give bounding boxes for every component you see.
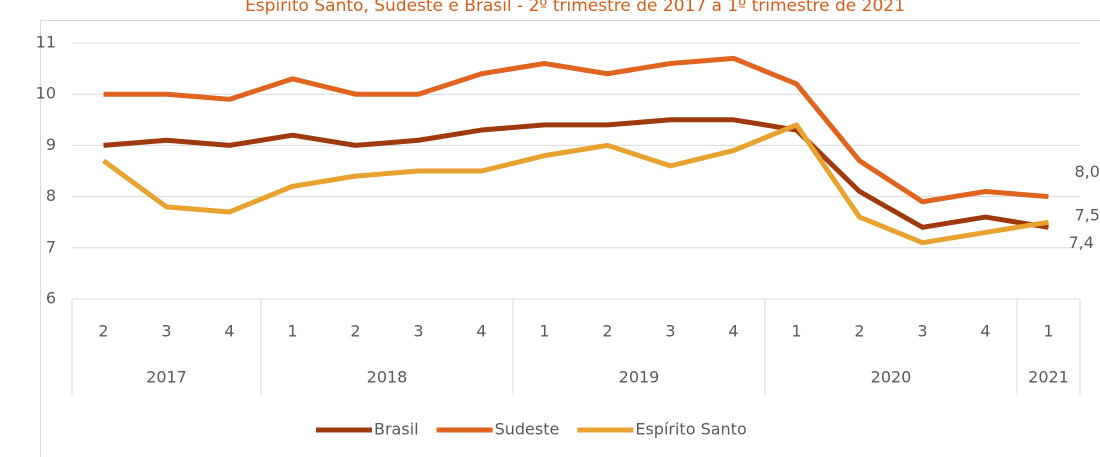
x-tick-label: 3: [413, 322, 423, 341]
y-tick-label: 6: [46, 289, 56, 308]
x-tick-label: 3: [917, 322, 927, 341]
x-tick-label: 2: [98, 322, 108, 341]
year-label: 2019: [619, 368, 660, 387]
legend-label: Sudeste: [495, 420, 560, 439]
year-label: 2018: [367, 368, 408, 387]
year-label: 2017: [146, 368, 187, 387]
x-tick-label: 2: [350, 322, 360, 341]
chart-border: [40, 20, 1100, 457]
x-tick-label: 4: [476, 322, 486, 341]
x-tick-label: 1: [539, 322, 549, 341]
data-label: 8,0: [1075, 162, 1100, 181]
x-tick-label: 3: [161, 322, 171, 341]
x-tick-label: 4: [980, 322, 990, 341]
data-label: 7,5: [1075, 206, 1100, 225]
y-tick-label: 11: [36, 33, 56, 52]
x-tick-label: 1: [1043, 322, 1053, 341]
x-tick-label: 4: [728, 322, 738, 341]
x-tick-label: 2: [854, 322, 864, 341]
y-tick-label: 8: [46, 186, 56, 205]
year-label: 2020: [871, 368, 912, 387]
x-tick-label: 1: [791, 322, 801, 341]
series-line: [103, 117, 1049, 230]
series-line: [102, 122, 1049, 246]
x-tick-label: 1: [287, 322, 297, 341]
data-label: 7,4: [1069, 233, 1094, 252]
x-tick-label: 3: [665, 322, 675, 341]
x-tick-label: 4: [224, 322, 234, 341]
y-tick-label: 10: [36, 84, 56, 103]
y-tick-label: 9: [46, 135, 56, 154]
series-line: [103, 55, 1049, 205]
chart-title: Espírito Santo, Sudeste e Brasil - 2º tr…: [245, 0, 905, 16]
y-tick-label: 7: [46, 237, 56, 256]
legend-label: Brasil: [374, 420, 419, 439]
legend-label: Espírito Santo: [635, 420, 746, 439]
year-label: 2021: [1028, 368, 1069, 387]
x-tick-label: 2: [602, 322, 612, 341]
